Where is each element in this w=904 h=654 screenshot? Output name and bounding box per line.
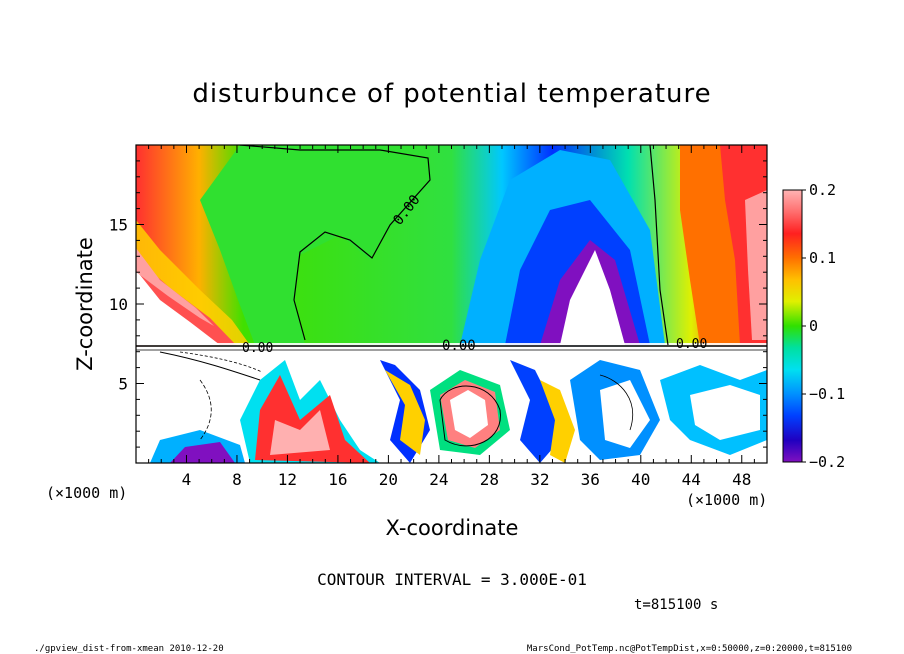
y-axis: 5 10 15 [109, 160, 767, 448]
x-tick-label: 36 [581, 470, 600, 489]
contour-label: 0.00 [242, 341, 273, 356]
x-tick-label: 44 [682, 470, 701, 489]
contour-interval: CONTOUR INTERVAL = 3.000E-01 [317, 570, 587, 589]
contour-label: 0.00 [676, 337, 707, 352]
chart-title: disturbunce of potential temperature [192, 79, 711, 109]
contour-label: 0.00 [442, 338, 476, 354]
y-tick-label: 10 [109, 295, 128, 314]
colorbar-tick-label: −0.2 [809, 453, 845, 471]
y-axis-label: Z-coordinate [73, 237, 97, 371]
colorbar-tick-label: −0.1 [809, 385, 845, 403]
x-tick-label: 4 [182, 470, 192, 489]
x-tick-label: 32 [530, 470, 549, 489]
y-tick-label: 5 [118, 375, 128, 394]
x-tick-label: 16 [328, 470, 347, 489]
x-tick-label: 20 [379, 470, 398, 489]
x-unit-right: (×1000 m) [686, 491, 767, 509]
colorbar-ticks: 0.2 0.1 0 −0.1 −0.2 [802, 181, 845, 471]
x-tick-label: 8 [232, 470, 242, 489]
footer-right: MarsCond_PotTemp.nc@PotTempDist,x=0:5000… [527, 644, 852, 654]
x-axis: 4 8 12 16 20 24 28 32 36 40 44 48 [148, 145, 755, 489]
x-tick-label: 28 [480, 470, 499, 489]
colorbar-tick-label: 0.2 [809, 181, 836, 199]
plot-field: 0.00 0.00 0.00 0.00 [136, 145, 767, 463]
x-tick-label: 40 [631, 470, 650, 489]
colorbar-tick-label: 0.1 [809, 249, 836, 267]
y-tick-label: 15 [109, 216, 128, 235]
x-unit-left: (×1000 m) [46, 484, 127, 502]
x-axis-label: X-coordinate [386, 516, 519, 540]
footer-left: ./gpview_dist-from-xmean 2010-12-20 [34, 644, 224, 654]
colorbar [782, 189, 803, 463]
x-tick-label: 48 [732, 470, 751, 489]
x-tick-label: 12 [278, 470, 297, 489]
colorbar-tick-label: 0 [809, 317, 818, 335]
x-tick-label: 24 [429, 470, 448, 489]
time-label: t=815100 s [634, 597, 718, 613]
